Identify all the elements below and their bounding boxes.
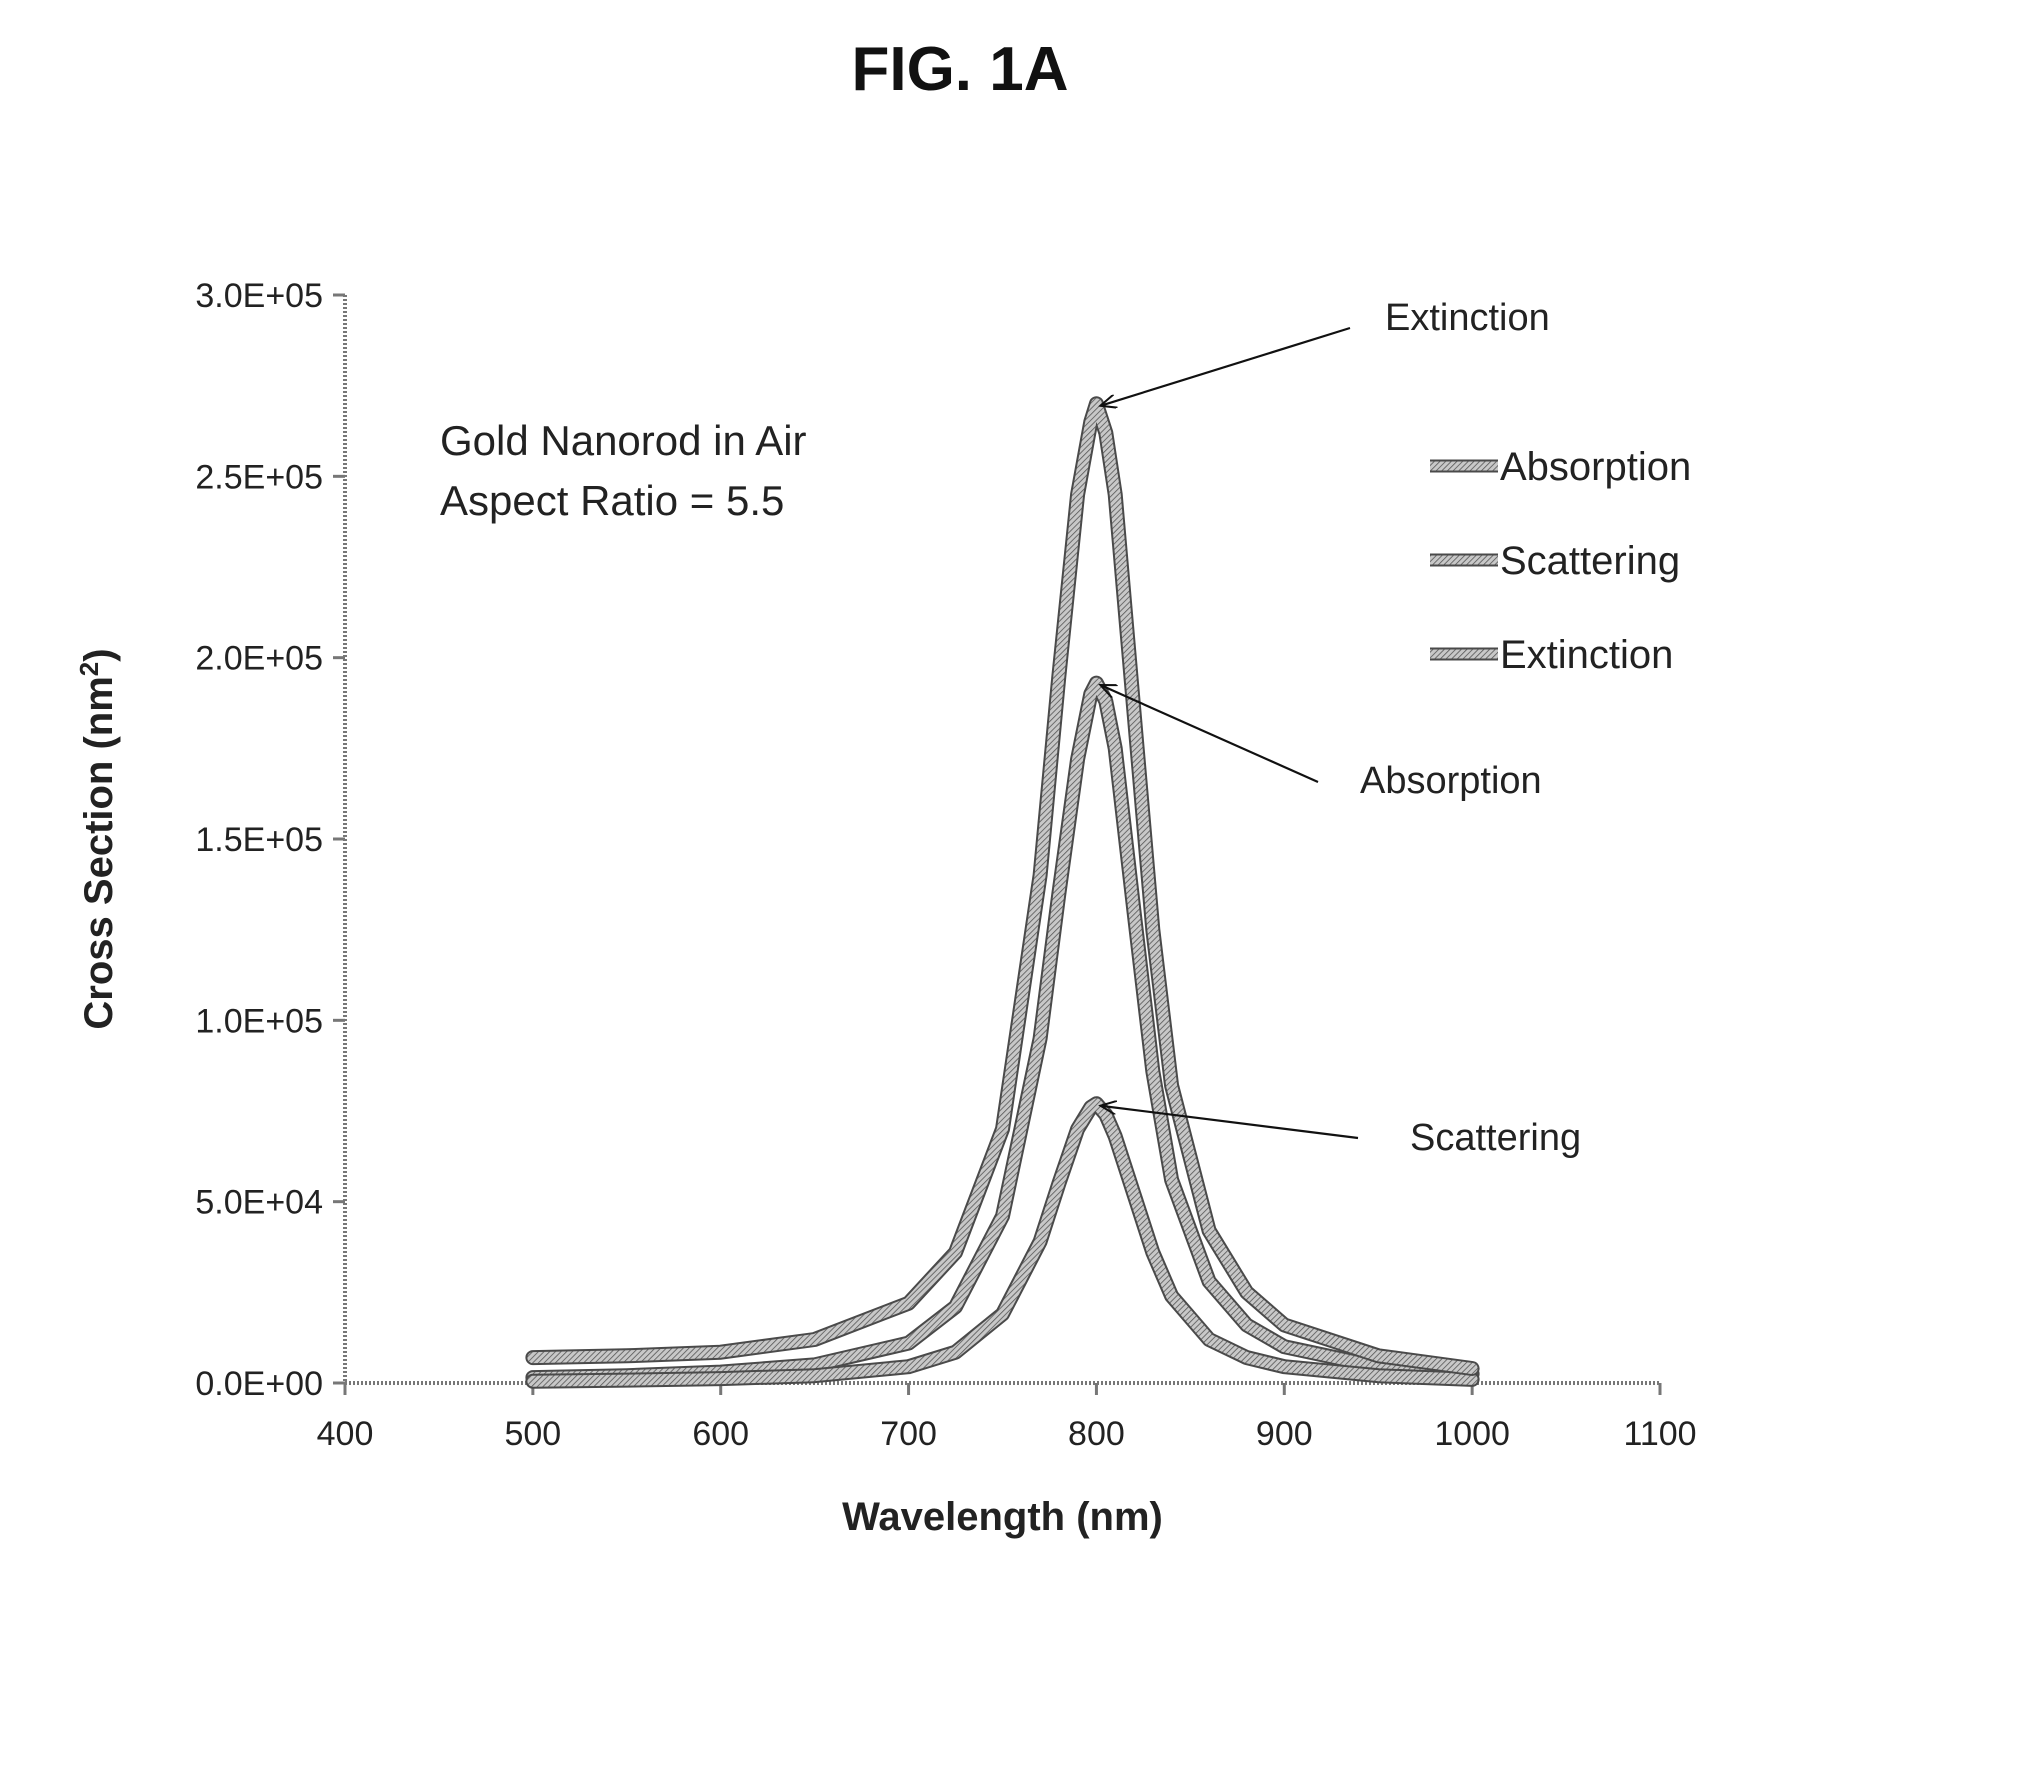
series-absorption <box>525 675 1480 1386</box>
series-layer <box>525 396 1480 1389</box>
series-line-absorption-outline <box>525 675 1480 1386</box>
y-tick-label: 2.0E+05 <box>195 640 323 678</box>
y-tick-label: 1.5E+05 <box>195 821 323 859</box>
series-line-scattering <box>527 1098 1478 1387</box>
y-tick-label: 1.0E+05 <box>195 1002 323 1040</box>
y-tick-label: 3.0E+05 <box>195 277 323 315</box>
x-tick-label: 600 <box>692 1415 749 1453</box>
y-tick-label: 5.0E+04 <box>195 1184 323 1222</box>
legend-item-extinction: Extinction <box>1430 633 1673 677</box>
x-tick-label: 1100 <box>1623 1415 1696 1453</box>
annotation-label-extinction: Extinction <box>1385 297 1550 339</box>
inset-line: Gold Nanorod in Air <box>440 417 807 464</box>
annotation-label-absorption: Absorption <box>1360 760 1542 802</box>
legend-label: Absorption <box>1500 445 1691 489</box>
x-tick-label: 700 <box>880 1415 937 1453</box>
annotation-arrow-scattering <box>1100 1106 1359 1140</box>
x-tick-label: 500 <box>504 1415 561 1453</box>
y-axis-title: Cross Section (nm2) <box>74 648 121 1029</box>
x-tick-label: 400 <box>317 1415 374 1453</box>
legend-label: Extinction <box>1500 633 1673 677</box>
inset-text: Gold Nanorod in Air Aspect Ratio = 5.5 <box>440 417 807 524</box>
annotation-arrow-absorption <box>1100 685 1319 784</box>
axes: 0.0E+00 5.0E+04 1.0E+05 1.5E+05 2.0E+05 2.5E+… <box>74 277 1697 1539</box>
inset-line: Aspect Ratio = 5.5 <box>440 477 784 524</box>
annotation-label-scattering: Scattering <box>1410 1117 1581 1159</box>
annotation-layer: Extinction Absorption Scattering <box>1100 297 1581 1159</box>
legend: Absorption Scattering Extinction <box>1430 445 1691 677</box>
series-scattering <box>525 1096 1480 1389</box>
x-tick-label: 1000 <box>1434 1415 1510 1453</box>
x-tick-label: 800 <box>1068 1415 1125 1453</box>
x-axis-title: Wavelength (nm) <box>842 1495 1163 1539</box>
legend-item-scattering: Scattering <box>1430 539 1680 583</box>
figure-title: FIG. 1A <box>851 35 1069 104</box>
series-line-absorption <box>527 677 1478 1384</box>
y-tick-label: 0.0E+00 <box>195 1365 323 1403</box>
series-extinction <box>525 396 1480 1376</box>
legend-label: Scattering <box>1500 539 1680 583</box>
series-line-extinction <box>527 398 1478 1374</box>
annotation-arrow-extinction <box>1100 326 1351 406</box>
y-tick-label: 2.5E+05 <box>195 458 323 496</box>
legend-item-absorption: Absorption <box>1430 445 1691 489</box>
x-tick-label: 900 <box>1256 1415 1313 1453</box>
